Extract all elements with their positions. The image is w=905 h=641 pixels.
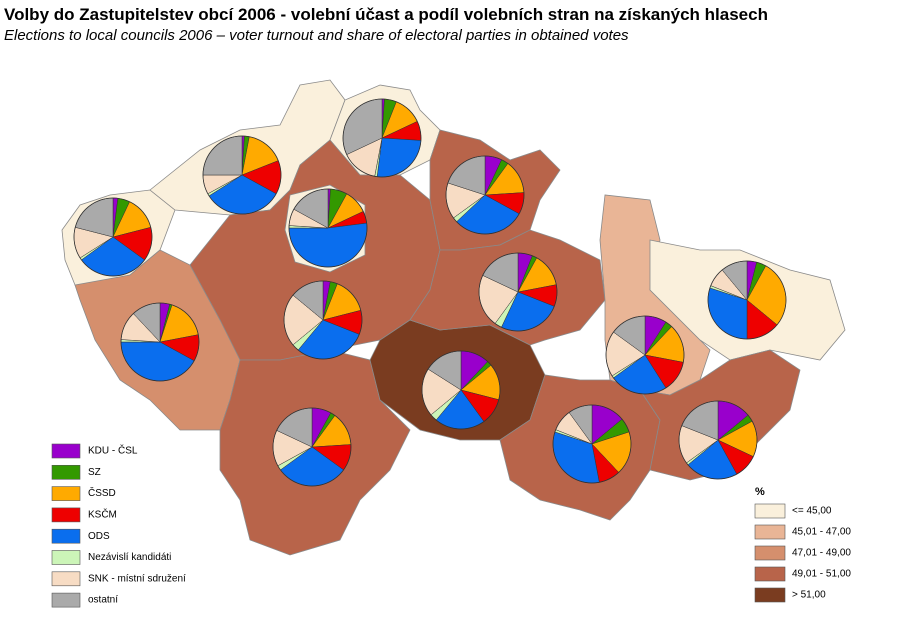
pie — [283, 280, 363, 360]
legend-swatch — [51, 550, 81, 565]
pie-outline — [552, 404, 632, 484]
legend-swatch — [51, 571, 81, 587]
pie — [120, 302, 200, 382]
pie-outline — [73, 197, 153, 277]
legend-label: > 51,00 — [792, 590, 826, 601]
legend-label: ostatní — [88, 595, 118, 606]
pie-outline — [342, 98, 422, 178]
legend-label: 45,01 - 47,00 — [792, 527, 851, 538]
pie — [73, 197, 153, 277]
pie — [421, 350, 501, 430]
legend-swatch — [51, 592, 81, 608]
pie-outline — [120, 302, 200, 382]
pie — [707, 260, 787, 340]
pie-outline — [445, 155, 525, 235]
legend: KDU - ČSL SZ ČSSD KSČM ODS Nezávislí kandidát… — [51, 443, 851, 608]
pie — [202, 135, 282, 215]
pies — [73, 98, 787, 487]
pie — [678, 400, 758, 480]
pie-outline — [202, 135, 282, 215]
pie-outline — [272, 407, 352, 487]
subtitle: Elections to local councils 2006 – voter… — [4, 27, 629, 44]
legend-swatch — [51, 443, 81, 459]
legend-swatch — [51, 486, 81, 501]
legend-swatch — [51, 464, 81, 480]
pie-outline — [421, 350, 501, 430]
legend-label: Nezávislí kandidáti — [88, 552, 171, 563]
pie — [478, 252, 558, 332]
legend-swatch — [754, 503, 786, 519]
pie-outline — [283, 280, 363, 360]
title: Volby do Zastupitelstev obcí 2006 - vole… — [4, 5, 768, 24]
legend-swatch — [754, 587, 786, 603]
legend-label: 47,01 - 49,00 — [792, 548, 851, 559]
pie — [288, 188, 368, 268]
pie — [445, 155, 525, 235]
pie-outline — [288, 188, 368, 268]
legend-label: 49,01 - 51,00 — [792, 569, 851, 580]
legend-label: KDU - ČSL — [88, 444, 138, 457]
pie-outline — [478, 252, 558, 332]
legend-label: SNK - místní sdružení — [88, 573, 186, 584]
pie-outline — [707, 260, 787, 340]
pie-outline — [605, 315, 685, 395]
legend-label: <= 45,00 — [792, 506, 832, 517]
legend-label: KSČM — [88, 508, 117, 521]
legend-swatch — [51, 507, 81, 523]
legend-label: ODS — [88, 531, 110, 542]
legend-swatch — [754, 545, 786, 561]
pie — [342, 98, 422, 178]
pie-outline — [678, 400, 758, 480]
legend-title: % — [755, 486, 765, 498]
pie — [552, 404, 632, 484]
legend-label: ČSSD — [88, 486, 116, 499]
legend-swatch — [754, 524, 786, 540]
legend-swatch — [754, 566, 786, 582]
legend-swatch — [51, 528, 81, 544]
pie — [272, 407, 352, 487]
pie — [605, 315, 685, 395]
legend-label: SZ — [88, 467, 101, 478]
